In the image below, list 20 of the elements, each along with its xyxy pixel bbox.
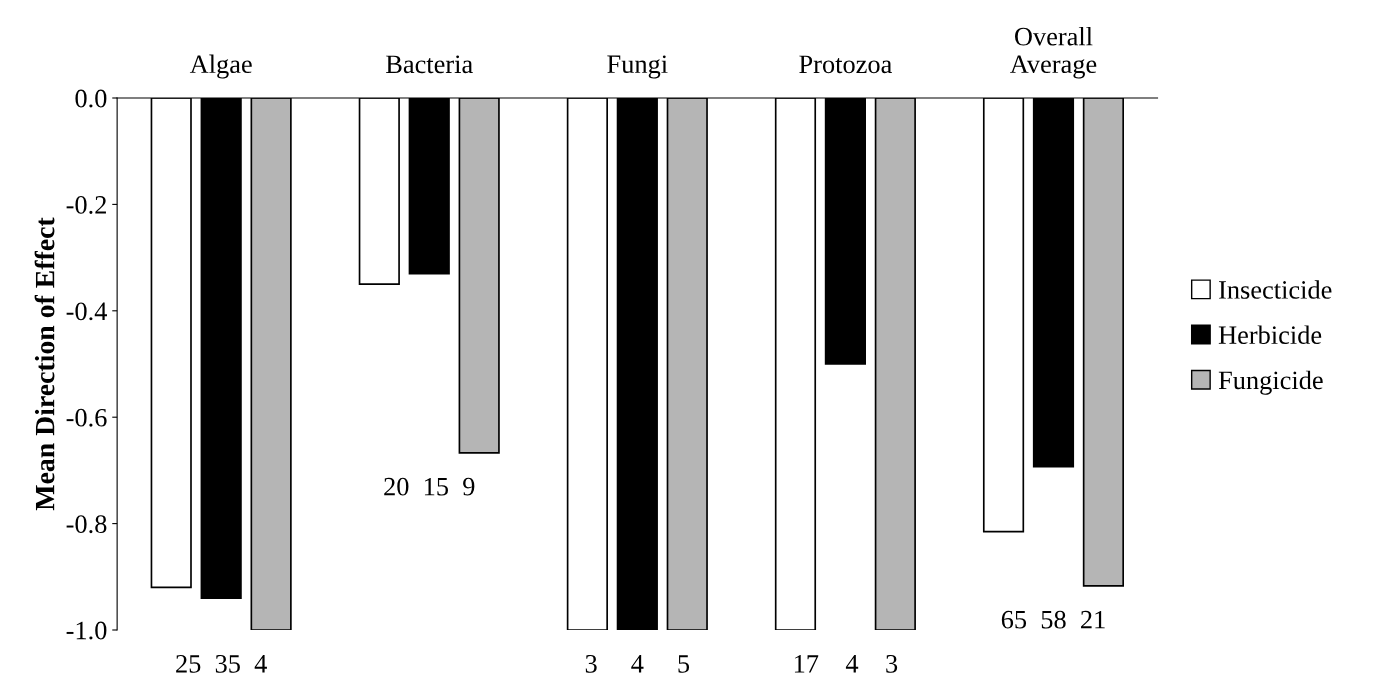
y-tick-label: -0.2	[66, 196, 106, 214]
legend-label: Herbicide	[1218, 325, 1322, 345]
y-tick-label: -0.6	[66, 408, 107, 427]
annotation: 20 15 9	[384, 477, 475, 496]
x-tick-label: Protozoa	[799, 55, 892, 74]
y-axis-title: Mean Direction of Effect	[34, 217, 55, 511]
y-tick-label: 0.0	[75, 89, 107, 108]
legend-label: Fungicide	[1218, 370, 1323, 395]
y-tick-label: -0.4	[66, 302, 107, 321]
x-tick-label: Overall Average	[1010, 26, 1097, 79]
x-tick-label: Algae	[189, 54, 252, 79]
annotation: 65 58 21	[1001, 610, 1105, 629]
legend-label: Insecticide	[1219, 280, 1332, 299]
text: 17 4 3	[794, 654, 898, 673]
y-tick-label: -1.0	[66, 621, 107, 640]
x-tick-label: Fungi	[607, 55, 668, 79]
text: 25 35 4	[176, 654, 267, 673]
x-tick-label: Bacteria	[386, 55, 473, 74]
text: 3 4 5	[585, 654, 690, 673]
y-tick-label: -0.8	[66, 515, 107, 534]
